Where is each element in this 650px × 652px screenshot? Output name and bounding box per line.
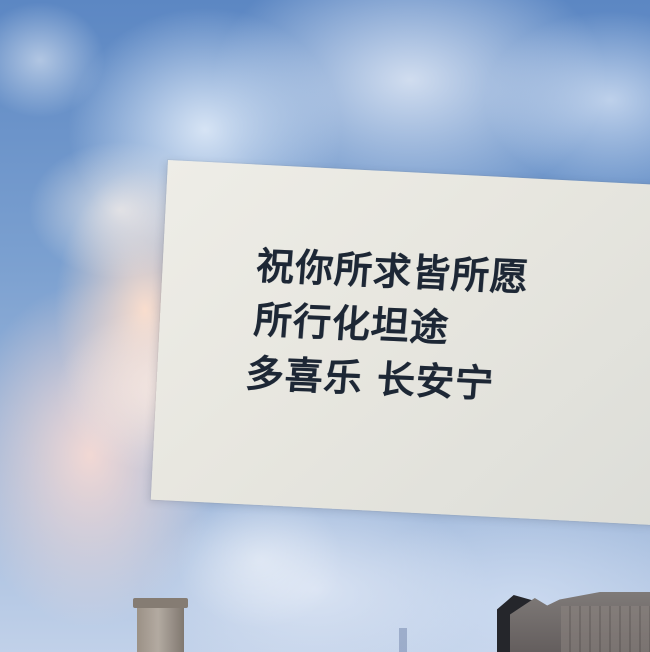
building-top-left [133,598,188,652]
distant-pole [399,628,407,652]
paper-note-card: 祝你所求皆所愿 所行化坦途 多喜乐 长安宁 [150,160,650,526]
handwritten-message: 祝你所求皆所愿 所行化坦途 多喜乐 长安宁 [244,240,588,416]
building-roof-right [510,592,650,652]
